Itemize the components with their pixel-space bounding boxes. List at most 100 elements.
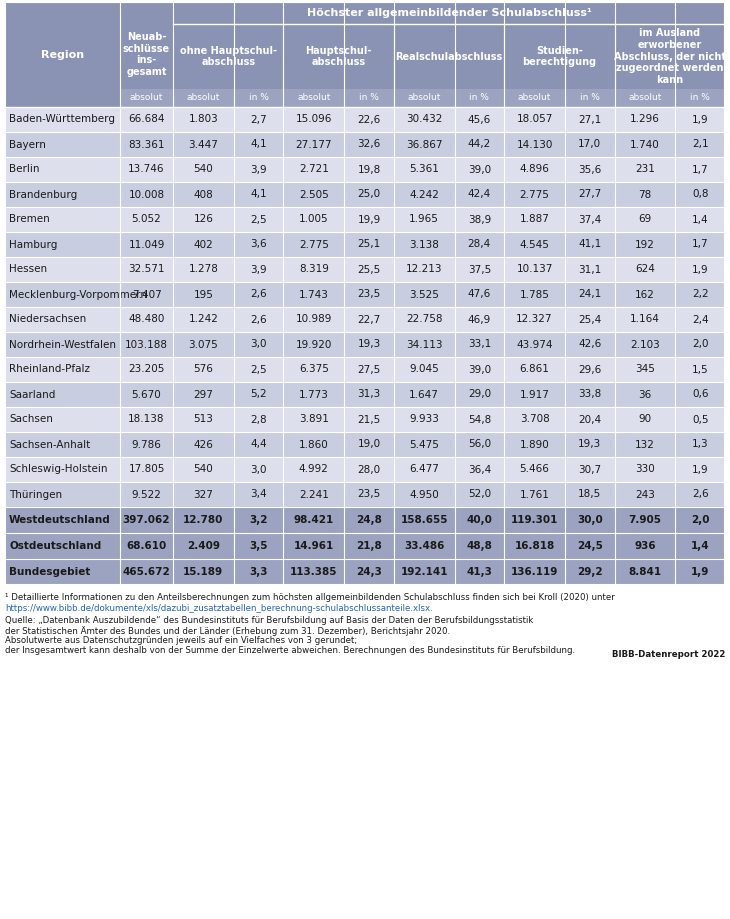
Bar (5, 332, 725, 357)
Text: absolut: absolut (130, 94, 164, 103)
Bar (5, 232, 725, 257)
Text: 5.670: 5.670 (131, 390, 161, 400)
Text: 402: 402 (193, 240, 213, 249)
Text: 37,4: 37,4 (578, 214, 602, 224)
Text: 14.130: 14.130 (516, 140, 553, 150)
Text: Höchster allgemeinbildender Schulabschluss¹: Höchster allgemeinbildender Schulabschlu… (307, 8, 591, 18)
Text: 2,0: 2,0 (692, 339, 708, 349)
Text: 397.062: 397.062 (123, 515, 170, 525)
Bar (393, 24, 504, 89)
Text: Brandenburg: Brandenburg (9, 189, 77, 199)
Text: 113.385: 113.385 (290, 567, 337, 577)
Text: 1.803: 1.803 (188, 115, 218, 124)
Text: 540: 540 (193, 464, 213, 474)
Text: 25,5: 25,5 (358, 265, 380, 275)
Text: 1,7: 1,7 (692, 165, 709, 175)
Text: Rheinland-Pfalz: Rheinland-Pfalz (9, 365, 90, 375)
Text: 1,9: 1,9 (692, 265, 709, 275)
Text: 31,1: 31,1 (578, 265, 602, 275)
Text: 327: 327 (193, 490, 213, 500)
Text: 4.950: 4.950 (410, 490, 439, 500)
Text: 3.447: 3.447 (188, 140, 218, 150)
Text: 1.740: 1.740 (630, 140, 660, 150)
Text: 39,0: 39,0 (468, 365, 491, 375)
Text: 19,8: 19,8 (358, 165, 380, 175)
Text: 3,9: 3,9 (250, 165, 267, 175)
Text: in %: in % (249, 94, 269, 103)
Text: 5,2: 5,2 (250, 390, 267, 400)
Text: 46,9: 46,9 (468, 314, 491, 324)
Text: 27,7: 27,7 (578, 189, 602, 199)
Text: 3,0: 3,0 (250, 464, 266, 474)
Text: 18.057: 18.057 (516, 115, 553, 124)
Text: Neuab-
schlüsse
ins-
gesamt: Neuab- schlüsse ins- gesamt (123, 32, 170, 77)
Text: Saarland: Saarland (9, 390, 55, 400)
Text: der Insgesamtwert kann deshalb von der Summe der Einzelwerte abweichen. Berechnu: der Insgesamtwert kann deshalb von der S… (5, 646, 575, 655)
Text: 6.861: 6.861 (520, 365, 550, 375)
Text: 1.773: 1.773 (299, 390, 328, 400)
Text: 2.505: 2.505 (299, 189, 328, 199)
Text: 9.045: 9.045 (410, 365, 439, 375)
Bar (5, 207, 725, 232)
Text: 103.188: 103.188 (125, 339, 168, 349)
Text: 19.920: 19.920 (296, 339, 332, 349)
Text: ohne Hauptschul-
abschluss: ohne Hauptschul- abschluss (180, 46, 277, 67)
Text: 27.177: 27.177 (296, 140, 332, 150)
Text: 2,5: 2,5 (250, 214, 267, 224)
Text: 48,8: 48,8 (466, 541, 492, 551)
Text: 345: 345 (635, 365, 655, 375)
Bar (504, 24, 615, 89)
Bar (5, 132, 725, 157)
Text: 162: 162 (635, 289, 655, 300)
Text: Westdeutschland: Westdeutschland (9, 515, 111, 525)
Text: 3,4: 3,4 (250, 490, 267, 500)
Bar (5, 307, 725, 332)
Text: 23,5: 23,5 (358, 490, 380, 500)
Text: https://www.bibb.de/dokumente/xls/dazubi_zusatztabellen_berechnung-schulabschlus: https://www.bibb.de/dokumente/xls/dazubi… (5, 604, 433, 613)
Text: 1.860: 1.860 (299, 439, 328, 449)
Text: 231: 231 (635, 165, 655, 175)
Text: Sachsen-Anhalt: Sachsen-Anhalt (9, 439, 91, 449)
Text: 7.905: 7.905 (629, 515, 661, 525)
Text: 1,7: 1,7 (692, 240, 709, 249)
Text: Absolutwerte aus Datenschutzgründen jeweils auf ein Vielfaches von 3 gerundet;: Absolutwerte aus Datenschutzgründen jewe… (5, 636, 357, 645)
Text: 5.466: 5.466 (520, 464, 550, 474)
Text: 1.890: 1.890 (520, 439, 550, 449)
Text: 2,5: 2,5 (250, 365, 267, 375)
Text: 40,0: 40,0 (466, 515, 492, 525)
Text: 3,5: 3,5 (250, 541, 268, 551)
Text: 41,3: 41,3 (466, 567, 492, 577)
Text: 1,9: 1,9 (692, 464, 709, 474)
Text: Bundesgebiet: Bundesgebiet (9, 567, 91, 577)
Text: 33.486: 33.486 (404, 541, 445, 551)
Text: 38,9: 38,9 (468, 214, 491, 224)
Text: Bayern: Bayern (9, 140, 46, 150)
Text: ¹ Detaillierte Informationen zu den Anteilsberechnungen zum höchsten allgemeinbi: ¹ Detaillierte Informationen zu den Ante… (5, 593, 615, 602)
Text: im Ausland
erworbener
Abschluss, der nicht
zugeordnet werden
kann: im Ausland erworbener Abschluss, der nic… (614, 28, 726, 85)
Bar (5, 357, 725, 382)
Text: Bremen: Bremen (9, 214, 50, 224)
Text: 29,6: 29,6 (578, 365, 602, 375)
Bar (120, 89, 173, 107)
Text: 42,6: 42,6 (578, 339, 602, 349)
Text: 21,5: 21,5 (358, 414, 380, 425)
Text: 2.775: 2.775 (299, 240, 328, 249)
Text: 8.841: 8.841 (629, 567, 661, 577)
Bar (5, 2, 120, 107)
Text: 119.301: 119.301 (511, 515, 558, 525)
Text: 1,9: 1,9 (692, 115, 709, 124)
Text: 25,0: 25,0 (358, 189, 380, 199)
Text: 2,1: 2,1 (692, 140, 709, 150)
Text: 0,8: 0,8 (692, 189, 708, 199)
Text: 9.522: 9.522 (131, 490, 161, 500)
Text: 126: 126 (193, 214, 213, 224)
Text: Sachsen: Sachsen (9, 414, 53, 425)
Text: 22.758: 22.758 (406, 314, 442, 324)
Text: 12.213: 12.213 (406, 265, 442, 275)
Text: absolut: absolut (187, 94, 220, 103)
Text: Nordrhein-Westfalen: Nordrhein-Westfalen (9, 339, 116, 349)
Text: 68.610: 68.610 (126, 541, 166, 551)
Text: Niedersachsen: Niedersachsen (9, 314, 86, 324)
Bar (615, 24, 725, 89)
Text: 1.296: 1.296 (630, 115, 660, 124)
